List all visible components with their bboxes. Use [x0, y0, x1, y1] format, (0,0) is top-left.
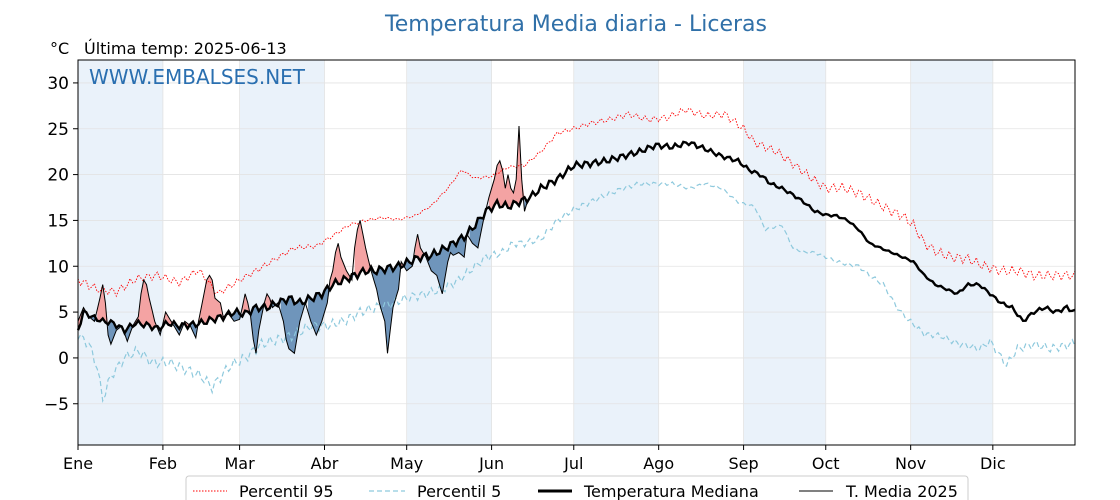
below-median-fill [371, 262, 402, 354]
plot-frame [77, 59, 1076, 446]
x-tick-label: Mar [225, 454, 256, 473]
median-line [76, 140, 1076, 336]
legend-p95-label: Percentil 95 [239, 482, 334, 500]
x-tick-label: Jul [563, 454, 583, 473]
x-tick-label: Jun [478, 454, 504, 473]
below-median-fill [425, 235, 467, 294]
above-median-fill [354, 220, 372, 279]
x-tick-label: May [390, 454, 423, 473]
month-band [78, 60, 163, 445]
x-axis: Ene Feb Mar Abr May Jun Jul Ago Sep Oct Nov Dic [63, 445, 1006, 473]
x-tick-label: Dic [980, 454, 1006, 473]
below-median-fill [308, 285, 330, 335]
legend: Percentil 95 Percentil 5 Temperatura Med… [185, 475, 969, 500]
last-temp-label: Última temp: 2025-06-13 [84, 39, 287, 58]
legend-box [185, 475, 969, 500]
unit-label: °C [50, 39, 69, 58]
anomaly-fills [78, 126, 528, 354]
month-band [743, 60, 826, 445]
p5-line [77, 180, 1076, 403]
y-tick-label: 25 [47, 120, 69, 140]
month-band [239, 60, 325, 445]
month-band [910, 60, 993, 445]
y-tick-label: 0 [58, 349, 69, 369]
y-tick-label: 10 [47, 257, 69, 277]
above-median-fill [97, 284, 109, 325]
current-year-line [77, 125, 528, 355]
legend-current-label: T. Media 2025 [845, 482, 958, 500]
x-tick-label: Ago [643, 454, 674, 473]
x-tick-label: Ene [63, 454, 93, 473]
above-median-fill [488, 126, 525, 212]
x-tick-label: Nov [895, 454, 926, 473]
x-tick-label: Feb [149, 454, 177, 473]
chart-title: Temperatura Media diaria - Liceras [384, 12, 767, 37]
y-tick-label: 15 [47, 211, 69, 231]
month-bands [78, 60, 993, 445]
above-median-fill [162, 312, 174, 327]
y-tick-label: 5 [58, 303, 69, 323]
y-tick-label: 30 [47, 74, 69, 94]
y-axis: −5 0 5 10 15 20 25 30 [44, 74, 78, 415]
below-median-fill [124, 323, 133, 342]
y-tick-label: −5 [44, 395, 69, 415]
x-tick-label: Oct [812, 454, 840, 473]
series-lines [76, 107, 1076, 403]
y-tick-label: 20 [47, 166, 69, 186]
above-median-fill [132, 280, 158, 330]
below-median-fill [280, 296, 306, 354]
x-tick-label: Abr [311, 454, 339, 473]
legend-median-label: Temperatura Mediana [583, 482, 759, 500]
p95-line [77, 107, 1076, 298]
month-band [573, 60, 659, 445]
watermark: WWW.EMBALSES.NET [89, 65, 306, 89]
x-tick-label: Sep [729, 454, 759, 473]
above-median-fill [184, 321, 191, 329]
legend-p5-label: Percentil 5 [417, 482, 501, 500]
